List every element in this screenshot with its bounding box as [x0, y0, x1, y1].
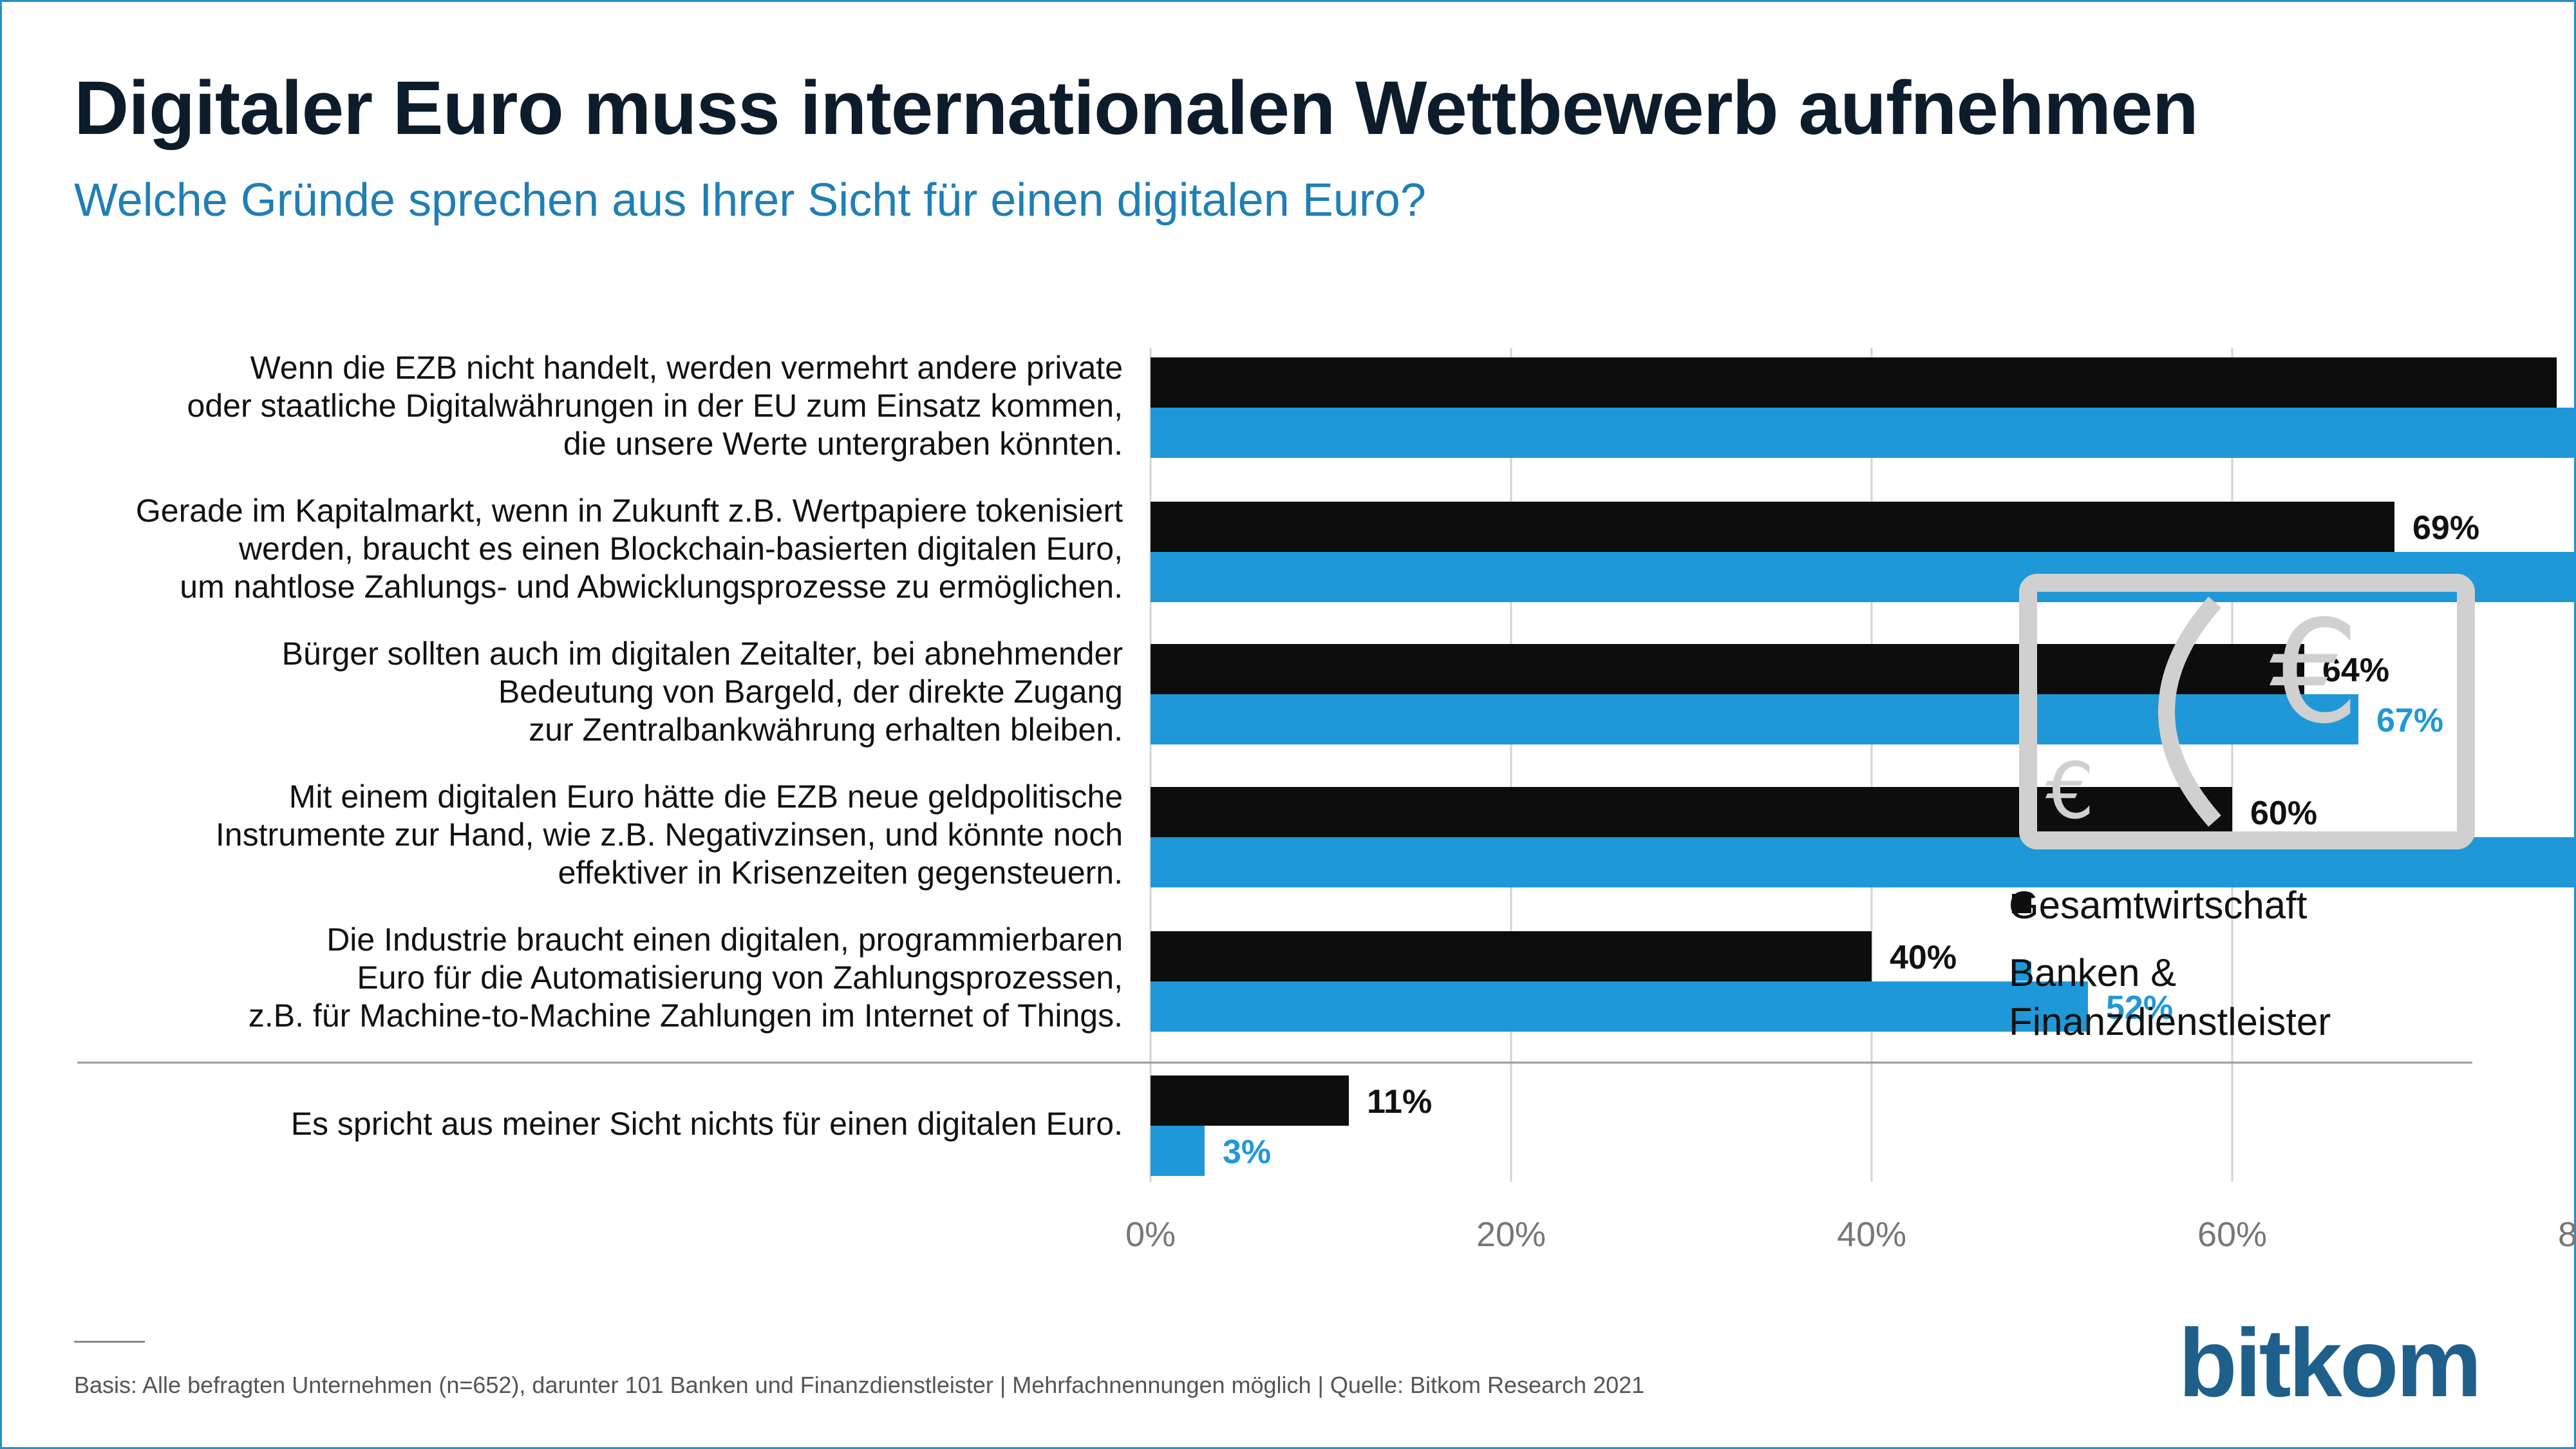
x-tick-label: 20% [1476, 1215, 1546, 1254]
category-label-line: Gerade im Kapitalmarkt, wenn in Zukunft … [135, 493, 1123, 529]
legend-label-banken-line1: Banken & [2009, 951, 2177, 994]
data-label-banken-6: 3% [1223, 1133, 1271, 1171]
bar-gesamtwirtschaft-2 [1151, 502, 2394, 552]
chart-title: Digitaler Euro muss internationalen Wett… [74, 66, 2199, 151]
x-tick-label: 40% [1837, 1215, 1906, 1254]
category-label-line: oder staatliche Digitalwährungen in der … [187, 388, 1123, 424]
data-label-gesamtwirtschaft-4: 60% [2250, 795, 2317, 832]
footnote-rule [74, 1341, 145, 1343]
category-label-line: effektiver in Krisenzeiten gegensteuern. [558, 855, 1123, 891]
category-label-4: Mit einem digitalen Euro hätte die EZB n… [28, 778, 1123, 892]
category-label-line: Mit einem digitalen Euro hätte die EZB n… [288, 779, 1123, 815]
euro-banknote-icon [2019, 574, 2475, 849]
category-label-line: werden, braucht es einen Blockchain-basi… [238, 531, 1123, 567]
data-label-gesamtwirtschaft-2: 69% [2412, 509, 2479, 547]
category-label-line: Es spricht aus meiner Sicht nichts für e… [290, 1106, 1123, 1142]
x-tick-label: 60% [2197, 1215, 2267, 1254]
euro-symbol-large: € [2270, 590, 2360, 755]
category-label-5: Die Industrie braucht einen digitalen, p… [28, 921, 1123, 1035]
category-label-3: Bürger sollten auch im digitalen Zeitalt… [28, 635, 1123, 749]
data-label-gesamtwirtschaft-6: 11% [1367, 1083, 1432, 1121]
category-label-line: Bedeutung von Bargeld, der direkte Zugan… [498, 674, 1123, 710]
bar-gesamtwirtschaft-6 [1151, 1075, 1349, 1126]
footnote: Basis: Alle befragten Unternehmen (n=652… [74, 1372, 1645, 1398]
data-label-gesamtwirtschaft-5: 40% [1890, 939, 1957, 976]
x-tick-label: 0% [1125, 1215, 1176, 1254]
bar-gesamtwirtschaft-5 [1151, 931, 1872, 981]
category-label-line: Instrumente zur Hand, wie z.B. Negativzi… [215, 817, 1123, 853]
bar-banken-3 [1151, 694, 2358, 744]
data-label-gesamtwirtschaft-1: 78% [2575, 365, 2576, 402]
category-label-line: um nahtlose Zahlungs- und Abwicklungspro… [180, 569, 1123, 605]
category-label-line: Bürger sollten auch im digitalen Zeitalt… [281, 636, 1123, 672]
bar-banken-6 [1151, 1126, 1205, 1176]
bar-gesamtwirtschaft-1 [1151, 357, 2557, 408]
category-label-line: z.B. für Machine-to-Machine Zahlungen im… [248, 998, 1123, 1034]
euro-symbol-small: € [2045, 747, 2094, 837]
chart-subtitle: Welche Gründe sprechen aus Ihrer Sicht f… [74, 175, 1426, 226]
category-label-line: zur Zentralbankwährung erhalten bleiben. [529, 712, 1123, 748]
bar-gesamtwirtschaft-4 [1151, 787, 2232, 837]
legend-label-banken-line2: Finanzdienstleister [2009, 1000, 2331, 1043]
bar-banken-5 [1151, 981, 2088, 1032]
data-label-gesamtwirtschaft-3: 64% [2322, 652, 2389, 689]
category-label-line: Wenn die EZB nicht handelt, werden verme… [250, 350, 1123, 386]
banknote-arc-left [2158, 596, 2221, 827]
category-label-line: Die Industrie braucht einen digitalen, p… [326, 922, 1123, 958]
legend-swatch-blue [2012, 961, 2031, 981]
x-tick-label: 80% [2558, 1215, 2576, 1254]
data-label-banken-5: 52% [2106, 989, 2173, 1027]
bitkom-logo: bitkom [2178, 1309, 2482, 1417]
bar-banken-1 [1151, 408, 2576, 458]
category-label-2: Gerade im Kapitalmarkt, wenn in Zukunft … [28, 492, 1123, 606]
bar-gesamtwirtschaft-3 [1151, 644, 2304, 694]
data-label-banken-3: 67% [2376, 702, 2443, 739]
legend-swatch-black [2012, 894, 2031, 913]
legend-label-gesamtwirtschaft: Gesamtwirtschaft [2009, 884, 2308, 927]
category-label-line: die unsere Werte untergraben könnten. [563, 426, 1123, 462]
category-label-line: Euro für die Automatisierung von Zahlung… [357, 960, 1123, 996]
category-label-1: Wenn die EZB nicht handelt, werden verme… [28, 349, 1123, 463]
category-label-6: Es spricht aus meiner Sicht nichts für e… [28, 1105, 1123, 1143]
